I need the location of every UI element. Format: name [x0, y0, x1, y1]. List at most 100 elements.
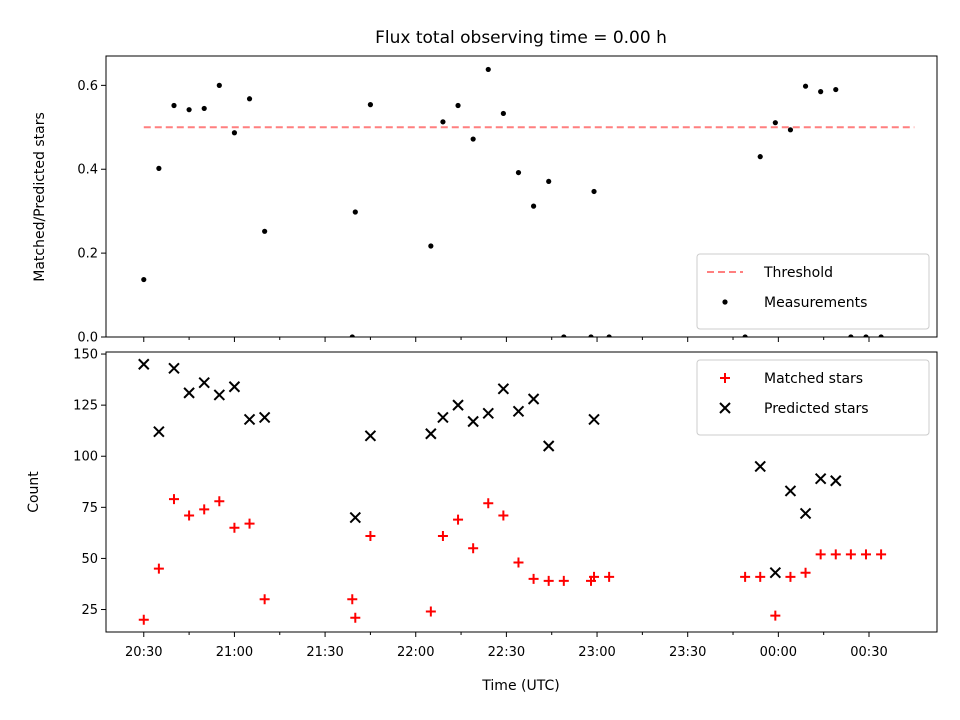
matched-star-point: [199, 504, 210, 515]
predicted-star-point: [830, 475, 842, 487]
predicted-star-point: [198, 376, 210, 389]
measurement-point: [231, 130, 238, 136]
predicted-star-point: [213, 389, 226, 401]
matched-star-point: [214, 496, 225, 507]
predicted-star-point: [258, 411, 271, 424]
y-tick-label: 0.0: [77, 331, 98, 346]
predicted-star-point: [814, 473, 827, 485]
y-tick-label: 0.2: [77, 247, 98, 262]
measurement-point: [367, 102, 374, 108]
matched-star-point: [785, 571, 796, 582]
measurement-point: [352, 209, 358, 215]
measurement-point: [141, 276, 147, 283]
matched-star-point: [815, 549, 826, 560]
matched-star-point: [860, 549, 871, 560]
predicted-star-point: [542, 440, 555, 452]
legend-marker: [722, 299, 728, 305]
measurement-point: [802, 83, 809, 89]
measurement-point: [349, 334, 355, 337]
legend: Matched stars Predicted stars: [696, 359, 930, 436]
predicted-star-point: [512, 405, 525, 417]
predicted-star-point: [769, 567, 782, 579]
measurement-point: [500, 110, 506, 117]
matched-star-point: [437, 530, 448, 541]
measurement-point: [848, 334, 854, 337]
predicted-star-point: [799, 507, 812, 520]
predicted-star-point: [754, 460, 766, 473]
measurement-point: [878, 334, 884, 337]
measurement-point: [216, 82, 222, 88]
measurement-point: [156, 165, 162, 171]
measurement-point: [591, 188, 597, 195]
measurement-point: [772, 120, 778, 126]
legend-box: [696, 359, 930, 436]
plot-data: [138, 358, 887, 625]
matched-star-point: [604, 571, 615, 582]
predicted-star-point: [183, 387, 195, 399]
legend-box: [696, 253, 930, 330]
matched-star-point: [558, 575, 569, 586]
matched-star-point: [845, 549, 856, 560]
measurement-point: [588, 334, 594, 337]
legend-label: Predicted stars: [764, 401, 869, 417]
matched-star-point: [740, 571, 751, 582]
measurement-point: [440, 119, 446, 125]
predicted-star-point: [168, 362, 180, 375]
matched-star-point: [153, 563, 164, 574]
measurement-point: [606, 334, 612, 337]
x-tick-label: 21:00: [216, 645, 253, 660]
matched-star-point: [800, 567, 811, 578]
legend-marker: [720, 373, 730, 383]
measurement-point: [246, 96, 253, 102]
matched-star-point: [543, 575, 554, 586]
count-panel: 25 50 75 100 125 150 20:30 21:00 21:30 22:00 22:30…: [73, 348, 938, 660]
measurement-point: [818, 89, 824, 95]
matched-star-point: [498, 510, 509, 521]
measurement-point: [742, 334, 748, 337]
x-tick-label: 00:30: [850, 645, 887, 660]
measurement-point: [455, 102, 461, 109]
legend: Threshold Measurements: [696, 253, 930, 330]
matched-star-point: [589, 571, 600, 582]
matched-star-point: [350, 612, 361, 623]
predicted-star-point: [425, 428, 437, 440]
x-tick-label: 00:00: [760, 645, 797, 660]
measurement-point: [201, 105, 207, 112]
legend-label: Threshold: [763, 265, 833, 281]
matched-star-point: [365, 530, 376, 541]
matched-star-point: [259, 594, 270, 605]
matched-star-point: [770, 610, 781, 621]
y-tick-label: 100: [73, 450, 98, 465]
measurement-point: [428, 243, 434, 249]
legend-label: Matched stars: [764, 371, 863, 387]
y-tick-label: 125: [73, 399, 98, 414]
matched-star-point: [184, 510, 195, 521]
ratio-y-axis-label: Matched/Predicted stars: [32, 112, 48, 282]
measurement-point: [546, 178, 552, 185]
predicted-star-point: [784, 485, 797, 497]
chart-title: Flux total observing time = 0.00 h: [375, 28, 667, 48]
plot-frame: [105, 351, 938, 633]
measurement-point: [262, 228, 268, 234]
x-tick-label: 21:30: [306, 645, 343, 660]
predicted-star-point: [243, 413, 256, 426]
y-tick-label: 75: [81, 501, 98, 516]
measurement-point: [485, 66, 491, 73]
predicted-star-point: [588, 413, 600, 426]
matched-star-point: [468, 543, 479, 554]
predicted-star-point: [527, 393, 540, 405]
measurement-point: [863, 334, 869, 337]
x-tick-label: 20:30: [125, 645, 162, 660]
matched-star-point: [453, 514, 464, 525]
matched-star-point: [347, 594, 358, 605]
predicted-star-point: [437, 411, 449, 424]
measurement-point: [186, 107, 192, 113]
legend-label: Measurements: [764, 295, 867, 311]
matched-star-point: [876, 549, 887, 560]
x-tick-label: 22:00: [397, 645, 434, 660]
x-tick-label: 22:30: [488, 645, 525, 660]
measurement-point: [171, 102, 177, 109]
predicted-star-point: [467, 415, 479, 428]
measurement-point: [833, 86, 839, 93]
